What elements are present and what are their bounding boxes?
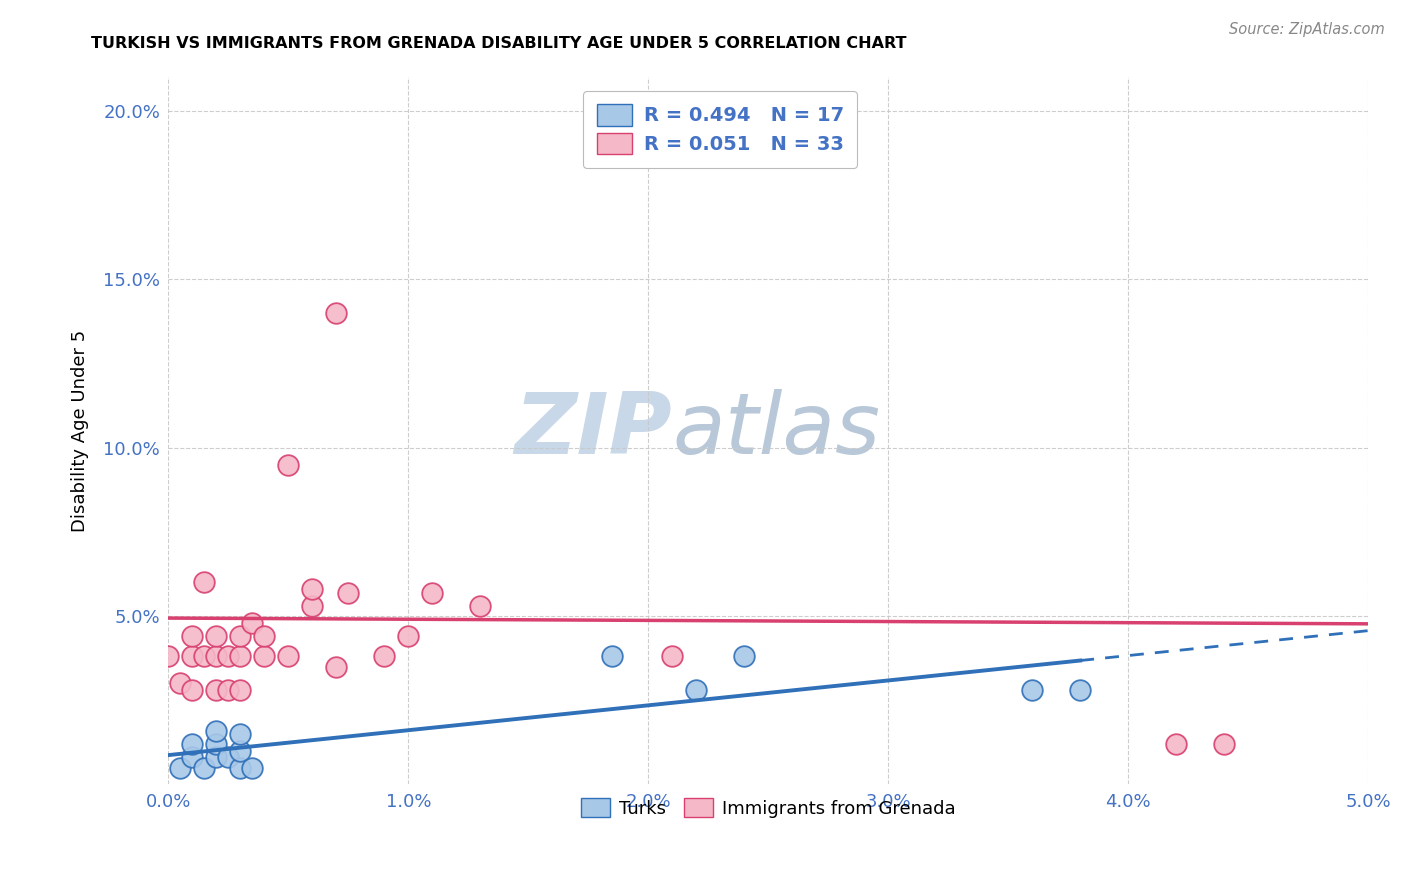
Point [1069,683,1091,698]
Point [1166,737,1188,751]
Point [325,306,347,320]
Point [373,649,395,664]
Text: atlas: atlas [672,390,880,473]
Point [229,727,252,741]
Point [217,683,239,698]
Point [205,737,228,751]
Point [205,629,228,643]
Y-axis label: Disability Age Under 5: Disability Age Under 5 [72,330,89,532]
Point [602,649,624,664]
Point [613,104,636,119]
Point [217,649,239,664]
Point [242,615,264,630]
Legend: Turks, Immigrants from Grenada: Turks, Immigrants from Grenada [574,791,963,825]
Point [229,649,252,664]
Text: Source: ZipAtlas.com: Source: ZipAtlas.com [1229,22,1385,37]
Point [277,458,299,472]
Point [470,599,492,613]
Point [253,649,276,664]
Point [181,683,204,698]
Point [205,683,228,698]
Point [193,575,215,590]
Point [157,649,180,664]
Point [217,750,239,764]
Point [301,582,323,596]
Point [242,761,264,775]
Point [181,649,204,664]
Point [733,649,755,664]
Point [229,629,252,643]
Point [661,649,683,664]
Point [253,629,276,643]
Point [685,683,707,698]
Text: TURKISH VS IMMIGRANTS FROM GRENADA DISABILITY AGE UNDER 5 CORRELATION CHART: TURKISH VS IMMIGRANTS FROM GRENADA DISAB… [91,36,907,51]
Point [1213,737,1236,751]
Point [1021,683,1043,698]
Point [277,649,299,664]
Point [205,723,228,738]
Point [229,744,252,758]
Point [325,659,347,673]
Point [169,676,191,690]
Point [169,761,191,775]
Point [205,649,228,664]
Point [396,629,419,643]
Point [181,737,204,751]
Point [205,750,228,764]
Point [422,585,444,599]
Point [181,629,204,643]
Point [301,599,323,613]
Point [193,761,215,775]
Point [229,683,252,698]
Point [229,761,252,775]
Text: ZIP: ZIP [515,390,672,473]
Point [193,649,215,664]
Point [337,585,360,599]
Point [181,750,204,764]
